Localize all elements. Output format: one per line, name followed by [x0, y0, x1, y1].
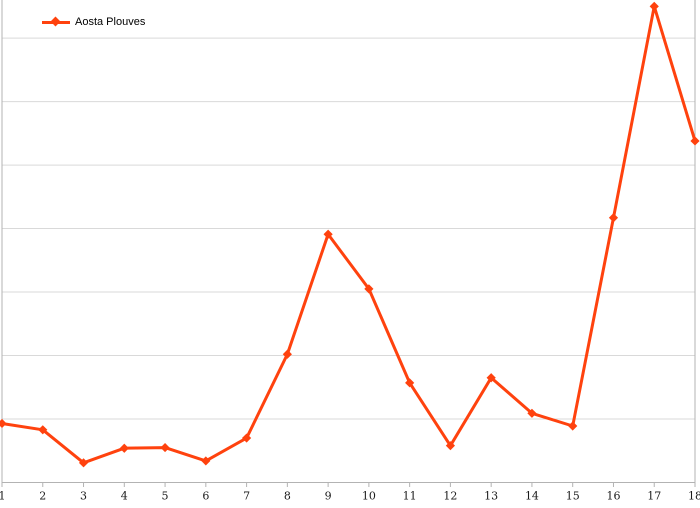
- legend: Aosta Plouves: [42, 14, 145, 30]
- data-point-marker: [282, 349, 292, 359]
- data-point-marker: [78, 458, 89, 468]
- x-tick-label: 1: [0, 490, 6, 503]
- x-tick-label: 10: [362, 490, 376, 503]
- legend-marker-diamond-icon: [42, 16, 70, 27]
- data-point-marker: [364, 284, 374, 294]
- data-point-marker: [160, 442, 170, 453]
- x-tick-label: 18: [688, 490, 700, 503]
- x-tick-label: 16: [606, 490, 620, 503]
- x-tick-label: 13: [484, 490, 498, 503]
- data-point-marker: [201, 456, 211, 466]
- data-point-marker: [568, 421, 578, 431]
- x-tick-label: 3: [80, 490, 87, 503]
- data-point-marker: [405, 378, 415, 388]
- data-point-marker: [119, 443, 129, 453]
- x-tick-label: 12: [443, 490, 457, 503]
- series-line-aosta-plouves: [0, 4, 697, 465]
- legend-label: Aosta Plouves: [75, 16, 146, 28]
- data-point-marker: [38, 425, 48, 435]
- data-point-marker: [608, 213, 619, 223]
- x-tick-label: 14: [525, 490, 539, 503]
- x-tick-label: 11: [403, 490, 417, 503]
- data-point-marker: [323, 229, 333, 239]
- x-tick-label: 15: [566, 490, 580, 503]
- data-point-marker: [486, 373, 496, 383]
- diamond-icon: [50, 16, 61, 27]
- x-tick-label: 2: [39, 490, 46, 503]
- x-tick-label: 17: [647, 490, 661, 503]
- x-tick-label: 9: [325, 490, 332, 503]
- data-point-marker: [690, 136, 700, 146]
- x-tick-label: 4: [121, 490, 128, 503]
- data-point-marker: [0, 418, 7, 429]
- data-point-marker: [241, 433, 252, 443]
- data-point-marker: [445, 441, 456, 451]
- x-tick-label: 8: [284, 490, 291, 503]
- x-tick-label: 7: [243, 490, 250, 503]
- data-point-marker: [527, 408, 537, 418]
- x-tick-label: 5: [162, 490, 169, 503]
- x-tick-label: 6: [202, 490, 209, 503]
- data-point-marker: [649, 1, 659, 11]
